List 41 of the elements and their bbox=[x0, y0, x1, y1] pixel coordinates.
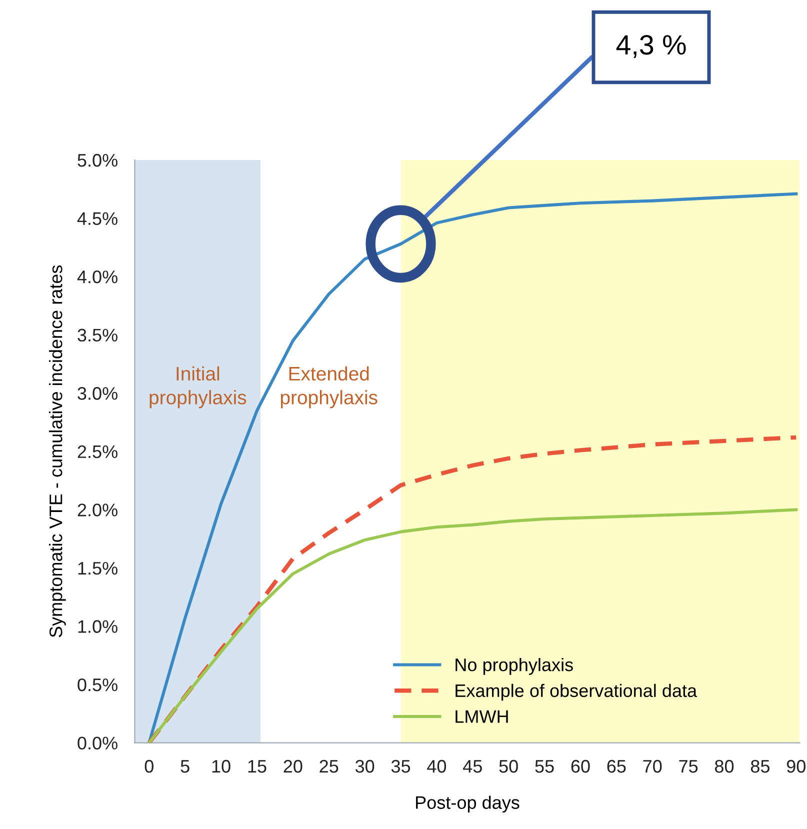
band-label: Initial prophylaxis bbox=[150, 366, 246, 408]
x-tick-label: 20 bbox=[284, 760, 302, 773]
y-tick-label: 0.0% bbox=[78, 736, 118, 750]
x-tick-label: 30 bbox=[355, 760, 374, 773]
x-tick-label: 90 bbox=[786, 760, 806, 773]
legend-label: LMWH bbox=[456, 710, 508, 723]
y-tick-label: 5.0% bbox=[78, 154, 118, 167]
y-tick-label: 1.5% bbox=[78, 562, 118, 575]
y-tick-label: 2.0% bbox=[78, 504, 118, 516]
x-tick-label: 40 bbox=[427, 760, 446, 773]
y-tick-label: 3.0% bbox=[78, 387, 118, 400]
y-tick-label: 4.5% bbox=[77, 212, 118, 225]
line-series bbox=[148, 192, 798, 743]
x-tick-label: 60 bbox=[571, 760, 590, 773]
y-axis-title: Symptomatic VTE - cumulative incidence rates bbox=[49, 265, 66, 638]
x-tick-label: 35 bbox=[391, 760, 410, 773]
x-tick-label: 80 bbox=[715, 760, 734, 773]
line-series bbox=[148, 508, 798, 743]
x-tick-label: 50 bbox=[499, 760, 518, 773]
legend-label: No prophylaxis bbox=[456, 658, 573, 675]
y-tick-label: 1.0% bbox=[78, 620, 118, 633]
y-tick-label: 2.5% bbox=[78, 445, 118, 458]
annotation: Extended prophylaxis bbox=[280, 366, 378, 408]
x-tick-label: 5 bbox=[180, 760, 190, 773]
x-tick-label: 15 bbox=[248, 760, 266, 773]
x-axis-title: Post-op days bbox=[416, 796, 520, 813]
x-tick-label: 65 bbox=[607, 760, 626, 773]
x-tick-label: 0 bbox=[144, 760, 154, 773]
x-tick-label: 75 bbox=[679, 760, 698, 773]
y-tick-label: 3.5% bbox=[78, 328, 118, 342]
y-tick-label: 0.5% bbox=[78, 678, 118, 692]
y-tick-label: 4.0% bbox=[77, 270, 118, 284]
line-series bbox=[147, 435, 798, 743]
x-tick-label: 70 bbox=[643, 760, 662, 773]
x-tick-label: 85 bbox=[750, 760, 770, 773]
text: 4,3 % bbox=[616, 35, 686, 58]
x-tick-label: 10 bbox=[212, 760, 230, 773]
x-tick-label: 55 bbox=[535, 760, 554, 773]
legend-label: Example of observational data bbox=[456, 684, 698, 701]
x-tick-label: 25 bbox=[320, 760, 338, 773]
x-tick-label: 45 bbox=[463, 760, 482, 773]
